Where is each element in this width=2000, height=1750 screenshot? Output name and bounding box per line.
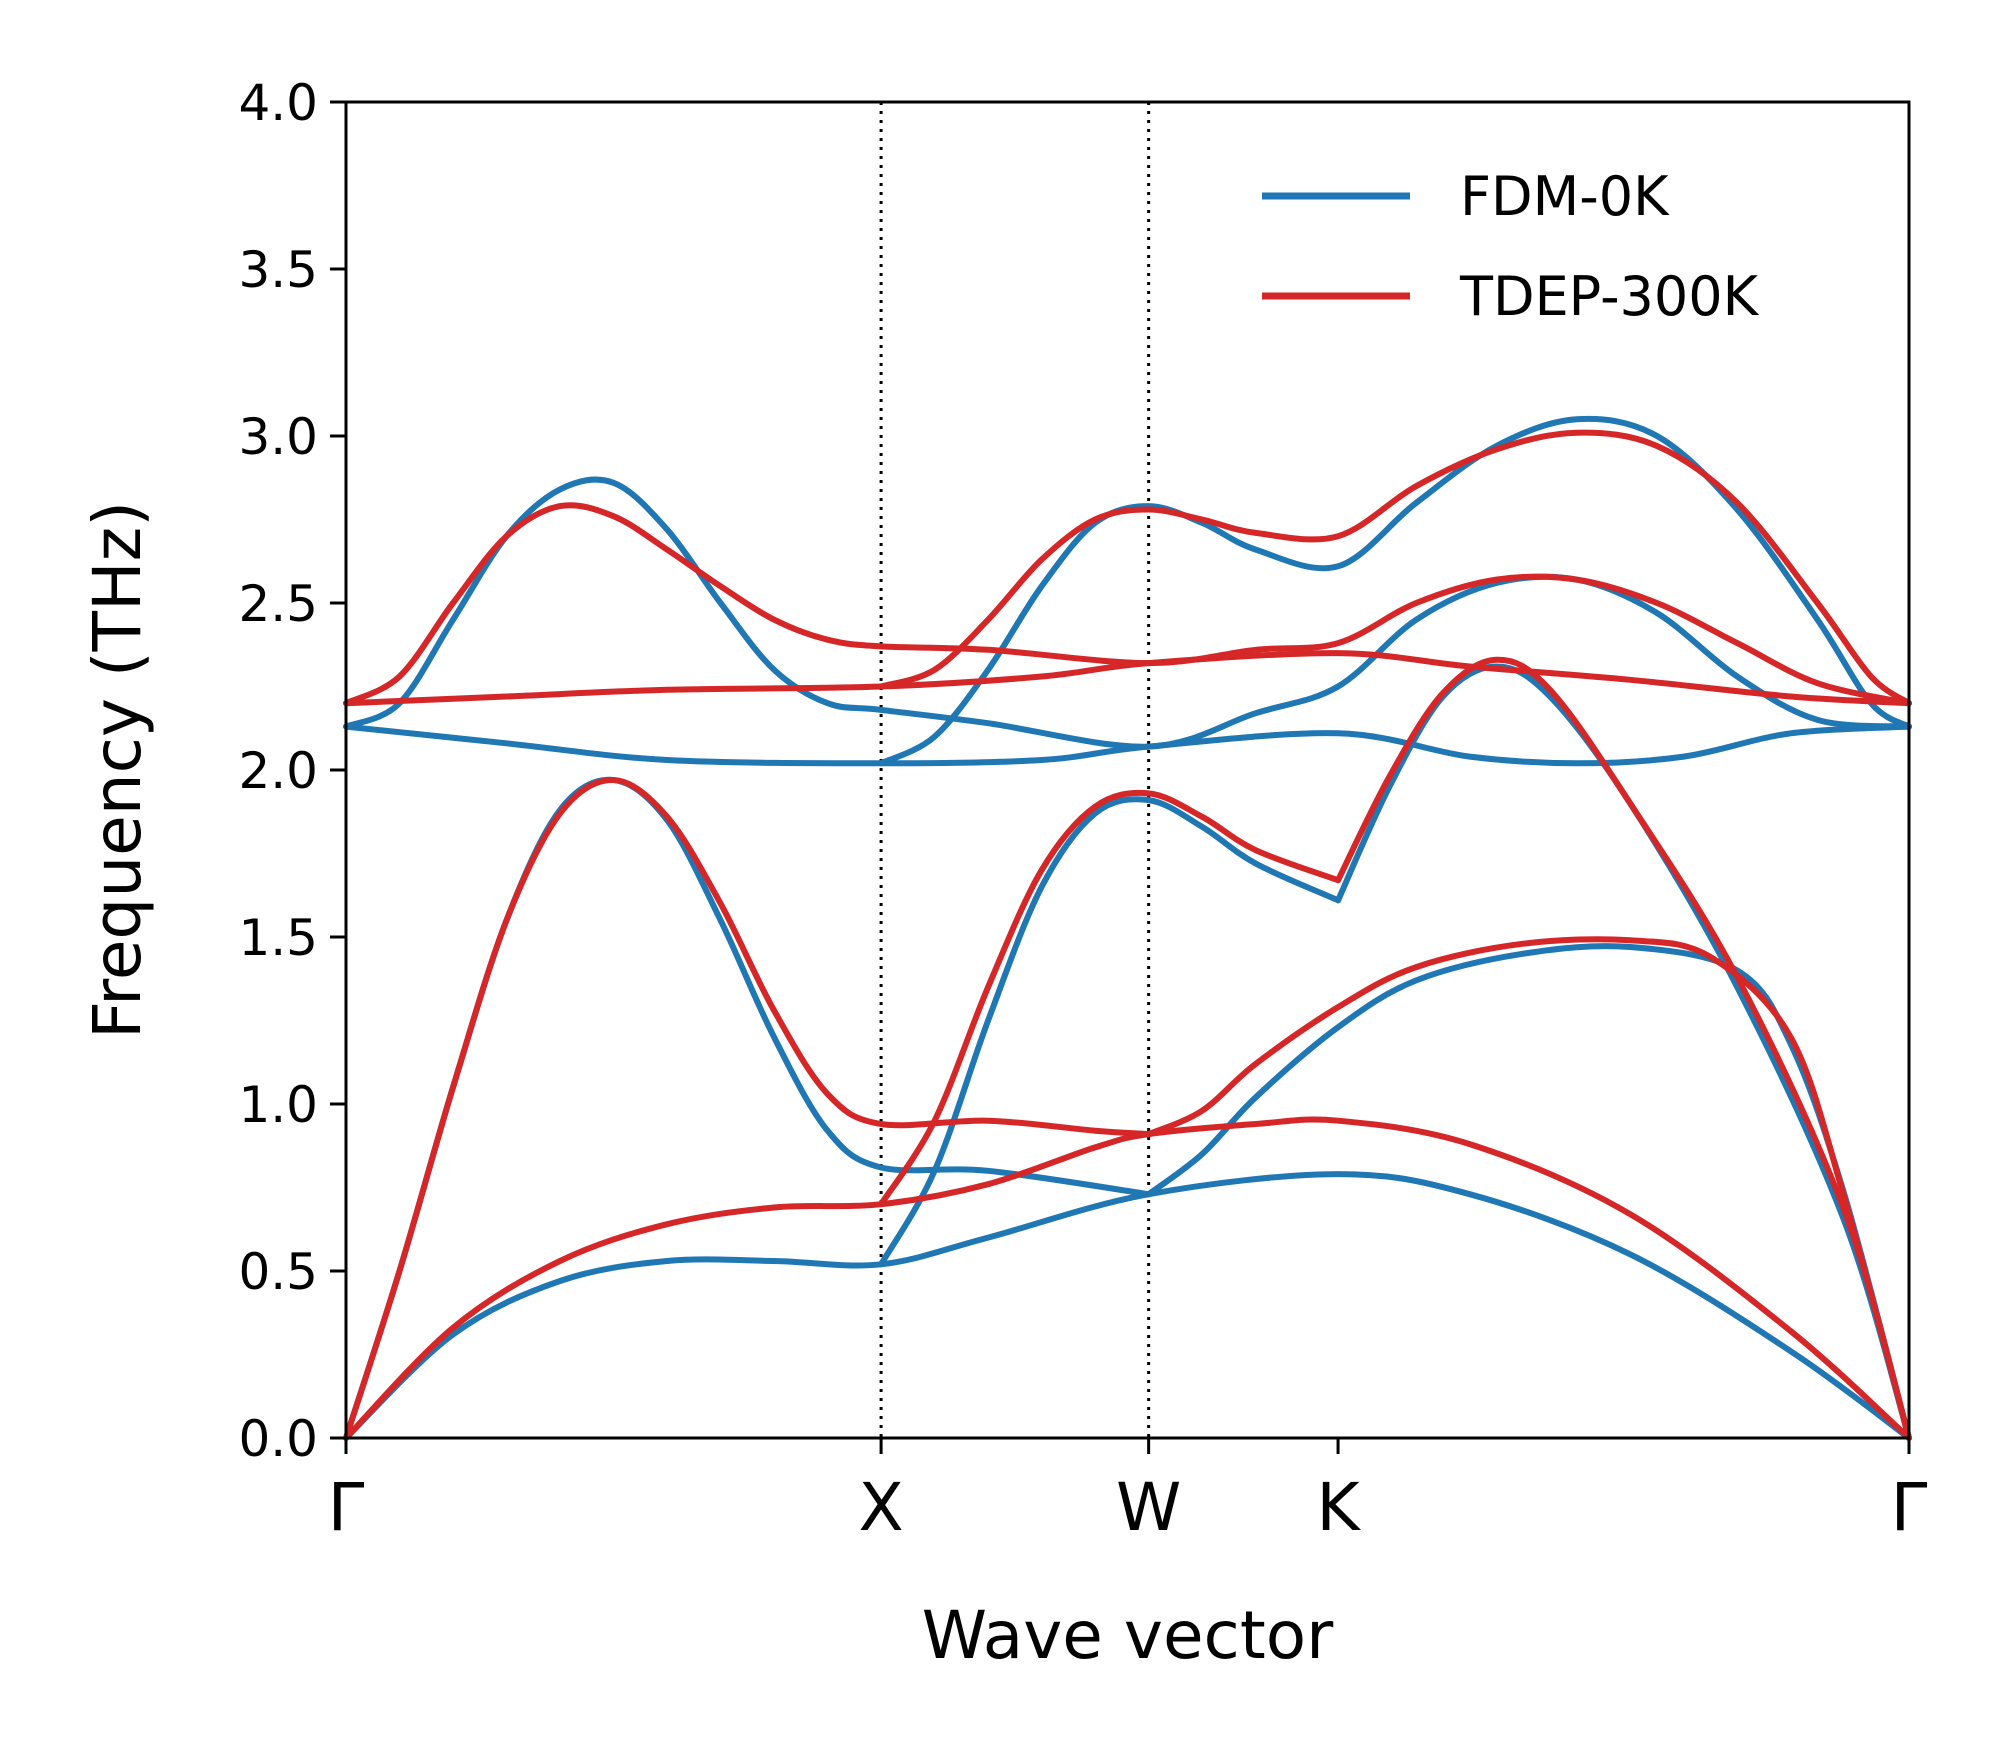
series-layer [343, 415, 1912, 1441]
y-axis-title: Frequency (THz) [79, 501, 156, 1039]
high-symmetry-vlines [879, 102, 1151, 1438]
branch-tdep-300k-3 [1145, 936, 1912, 1441]
x-axis-title: Wave vector [922, 1597, 1334, 1674]
branch-tdep-300k-4 [1335, 656, 1912, 1441]
branch-fdm-0k-2 [878, 796, 1342, 1268]
branch-fdm-0k-0 [343, 1171, 1912, 1441]
branch-tdep-300k-2 [878, 789, 1342, 1208]
series-tdep-300k [343, 429, 1912, 1441]
y-tick-label: 0.5 [238, 1243, 318, 1301]
branch-tdep-300k-7 [878, 429, 1912, 707]
y-tick-label: 1.5 [238, 909, 318, 967]
y-axis: 0.0 0.5 1.0 1.5 2.0 2.5 3.0 3.5 4.0 [238, 74, 346, 1468]
x-tick-label: Γ [328, 1469, 365, 1546]
legend-label-fdm-0k: FDM-0K [1460, 165, 1670, 228]
y-tick-label: 1.0 [238, 1076, 318, 1134]
x-tick-label: K [1316, 1469, 1361, 1546]
x-tick-label: Γ [1891, 1469, 1928, 1546]
branch-tdep-300k-0 [343, 1116, 1912, 1441]
y-tick-label: 3.0 [238, 408, 318, 466]
legend-label-tdep-300k: TDEP-300K [1459, 265, 1760, 328]
y-tick-label: 2.0 [238, 742, 318, 800]
x-tick-label: W [1116, 1469, 1181, 1546]
branch-tdep-300k-6 [343, 502, 1912, 707]
x-tick-label: X [858, 1469, 903, 1546]
branch-fdm-0k-7 [878, 415, 1912, 767]
legend: FDM-0K TDEP-300K [1262, 165, 1760, 328]
branch-tdep-300k-1 [343, 776, 1152, 1441]
branch-fdm-0k-6 [343, 476, 1912, 750]
y-tick-label: 3.5 [238, 241, 318, 299]
y-tick-label: 0.0 [238, 1410, 318, 1468]
y-tick-label: 2.5 [238, 575, 318, 633]
y-tick-label: 4.0 [238, 74, 318, 132]
